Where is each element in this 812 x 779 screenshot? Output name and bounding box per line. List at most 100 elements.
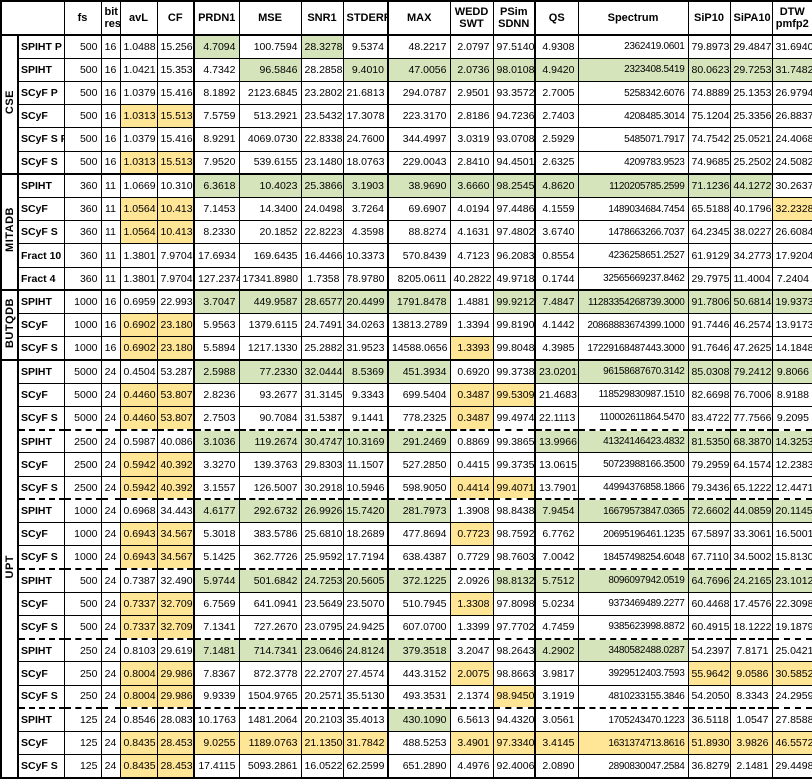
cell-wedd-swt: 4.1631 <box>449 220 494 245</box>
cell-sip10: 79.3436 <box>687 475 731 500</box>
cell-cf: 15.3539 <box>156 57 195 82</box>
cell-cf: 32.7099 <box>156 591 195 616</box>
cell-mse: 5093.2861 <box>238 754 302 779</box>
cell-cf: 10.4131 <box>156 197 195 222</box>
row-label: SCyF <box>17 104 65 129</box>
cell-stderr: 24.8124 <box>342 637 389 663</box>
cell-stderr: 62.2599 <box>342 754 389 779</box>
cell-mse: 2123.6845 <box>238 80 302 106</box>
cell-stderr: 3.1903 <box>342 173 389 199</box>
cell-psim-sdnn: 98.9450 <box>492 684 536 709</box>
cell-prdn1: 3.3270 <box>193 452 240 477</box>
cell-wedd-swt: 2.0926 <box>449 568 494 593</box>
cell-wedd-swt: 2.8186 <box>449 104 494 129</box>
cell-prdn1: 4.7094 <box>193 34 240 59</box>
cell-avl: 0.5942 <box>119 452 158 477</box>
cell-sip10: 60.4468 <box>687 591 731 616</box>
cell-prdn1: 7.1481 <box>193 637 240 663</box>
table-row: SCyF S250240.800429.98679.93391504.97652… <box>1 684 812 709</box>
col-header-snr1: SNR1 <box>300 0 344 36</box>
cell-psim-sdnn: 97.5140 <box>492 34 536 59</box>
cell-cf: 32.4900 <box>156 568 195 593</box>
cell-wedd-swt: 0.4415 <box>449 452 494 477</box>
cell-snr1: 24.7253 <box>300 568 344 593</box>
cell-qs: 5.7512 <box>534 568 579 593</box>
cell-snr1: 26.9926 <box>300 498 344 524</box>
table-row: Fract 4 360 11 1.3801 7.9704 127.2374 17341.89… <box>1 266 812 291</box>
cell-qs: 4.1442 <box>534 313 579 338</box>
cell-max: 607.0700 <box>387 614 451 640</box>
cell-max: 430.1090 <box>387 707 451 733</box>
cell-max: 570.8439 <box>387 243 451 268</box>
cell-avl: 0.7387 <box>119 568 158 593</box>
table-row: SCyF S360111.056410.41318.233020.185222.… <box>1 220 812 245</box>
cell-fs: 5000 <box>63 405 102 431</box>
cell-spectrum: 118529830987.1510 <box>577 382 689 408</box>
cell-sipa10: 17.4576 <box>729 591 773 616</box>
cell-qs: 2.5929 <box>534 127 579 152</box>
cell-cf: 53.2870 <box>156 359 195 384</box>
group-label-text: MITADB <box>3 207 16 253</box>
table-row: SCyF S125240.843528.453217.41155093.2861… <box>1 754 812 779</box>
cell-mse: 513.2921 <box>238 104 302 129</box>
cell-max: 379.3518 <box>387 637 451 663</box>
table-row: SCyF2500240.594240.39243.3270139.376329.… <box>1 452 812 477</box>
cell-max: 372.1225 <box>387 568 451 593</box>
cell-avl: 1.0313 <box>119 104 158 129</box>
cell-avl: 1.0564 <box>119 220 158 245</box>
cell-psim-sdnn: 96.2083 <box>492 243 536 268</box>
cell-snr1: 22.8223 <box>300 220 344 245</box>
cell-spectrum: 41324146423.4832 <box>577 428 689 454</box>
cell-sip10: 67.7110 <box>687 545 731 570</box>
cell-spectrum: 20695196461.1235 <box>577 522 689 547</box>
cell-sipa10: 18.1222 <box>729 614 773 640</box>
cell-avl: 1.0379 <box>119 80 158 106</box>
cell-snr1: 20.2103 <box>300 707 344 733</box>
cell-snr1: 16.4466 <box>300 243 344 268</box>
cell-qs: 4.9420 <box>534 57 579 82</box>
cell-fs: 500 <box>63 34 102 59</box>
cell-fs: 125 <box>63 707 102 733</box>
cell-avl: 0.8546 <box>119 707 158 733</box>
cell-avl: 0.6943 <box>119 545 158 570</box>
cell-snr1: 23.5432 <box>300 104 344 129</box>
cell-bit-res: 11 <box>100 220 121 245</box>
cell-avl: 0.8103 <box>119 637 158 663</box>
cell-snr1: 22.8338 <box>300 127 344 152</box>
cell-wedd-swt: 0.3487 <box>449 382 494 408</box>
cell-wedd-swt: 0.7729 <box>449 545 494 570</box>
cell-bit-res: 24 <box>100 637 121 663</box>
cell-spectrum: 9373469489.2277 <box>577 591 689 616</box>
cell-dtw-pmfp2: 9.8066 <box>771 359 812 384</box>
cell-wedd-swt: 6.5613 <box>449 707 494 733</box>
col-header-spectrum: Spectrum <box>577 0 689 36</box>
cell-sip10: 81.5350 <box>687 428 731 454</box>
cell-dtw-pmfp2: 25.0421 <box>771 637 812 663</box>
cell-psim-sdnn: 99.3735 <box>492 452 536 477</box>
cell-sipa10: 34.5002 <box>729 545 773 570</box>
cell-mse: 93.2677 <box>238 382 302 408</box>
group-label-mitadb: MITADB <box>0 173 19 291</box>
cell-spectrum: 1631374713.8616 <box>577 731 689 756</box>
cell-spectrum: 2890830047.2584 <box>577 754 689 779</box>
cell-cf: 34.5679 <box>156 545 195 570</box>
cell-psim-sdnn: 92.4006 <box>492 754 536 779</box>
cell-sipa10: 11.4004 <box>729 266 773 291</box>
cell-fs: 250 <box>63 637 102 663</box>
cell-bit-res: 16 <box>100 127 121 152</box>
cell-psim-sdnn: 93.0708 <box>492 127 536 152</box>
cell-snr1: 28.3278 <box>300 34 344 59</box>
cell-avl: 0.4460 <box>119 405 158 431</box>
cell-fs: 125 <box>63 754 102 779</box>
cell-bit-res: 24 <box>100 522 121 547</box>
cell-qs: 4.8620 <box>534 173 579 199</box>
cell-stderr: 3.7264 <box>342 197 389 222</box>
cell-bit-res: 24 <box>100 475 121 500</box>
cell-spectrum: 1705243470.1223 <box>577 707 689 733</box>
cell-psim-sdnn: 98.0108 <box>492 57 536 82</box>
cell-avl: 0.7337 <box>119 591 158 616</box>
cell-fs: 500 <box>63 127 102 152</box>
table-row: SPIHT2500240.598740.08623.1036119.267430… <box>1 428 812 454</box>
